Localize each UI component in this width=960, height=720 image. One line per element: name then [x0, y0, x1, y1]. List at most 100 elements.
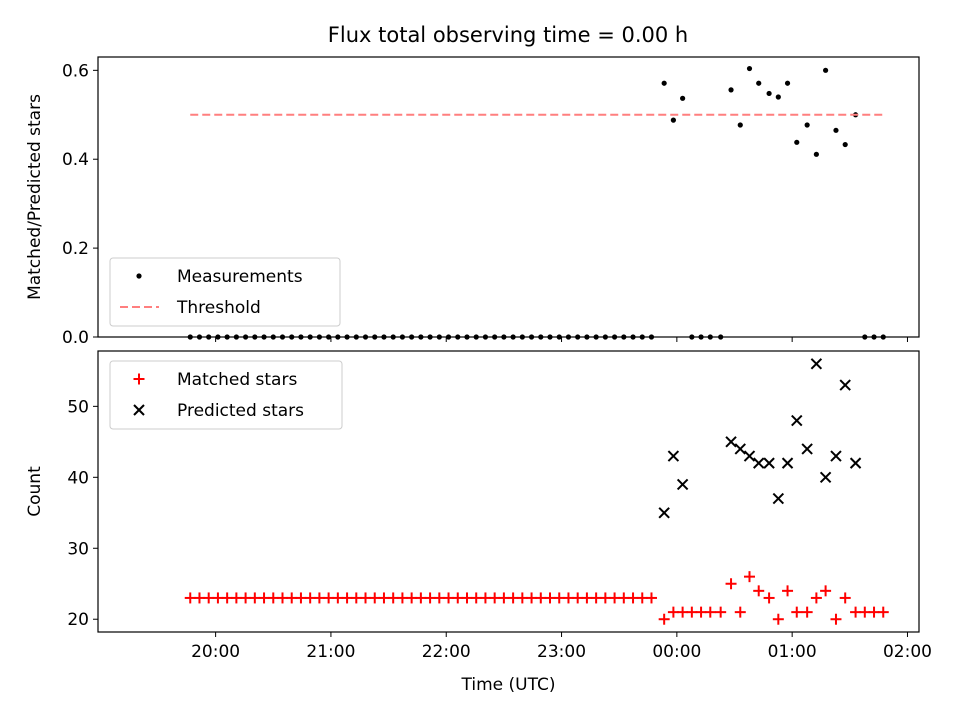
- legend-swatch-b: [133, 404, 145, 416]
- data-point: [196, 334, 203, 340]
- data-point: [276, 592, 288, 604]
- data-point: [599, 592, 611, 604]
- data-point: [868, 606, 880, 618]
- data-point: [519, 334, 525, 340]
- y-tick-label: 0.4: [62, 150, 89, 170]
- data-point: [830, 613, 842, 625]
- data-point: [801, 606, 813, 618]
- data-point: [436, 334, 442, 340]
- data-point: [233, 334, 239, 340]
- data-point: [387, 592, 399, 604]
- data-point: [556, 334, 562, 340]
- data-point: [810, 358, 823, 370]
- data-point: [489, 592, 501, 604]
- legend-swatch: [133, 404, 145, 416]
- data-point: [427, 334, 433, 340]
- data-point: [590, 592, 602, 604]
- data-point: [611, 334, 618, 340]
- data-point: [627, 592, 639, 604]
- data-point: [242, 334, 249, 340]
- data-point: [822, 67, 829, 73]
- x-tick-label: 21:00: [306, 642, 355, 662]
- data-point: [470, 592, 482, 604]
- data-point: [409, 334, 415, 340]
- data-point: [686, 606, 698, 618]
- data-point: [230, 592, 242, 604]
- x-tick-label: 00:00: [652, 642, 701, 662]
- data-point: [498, 592, 510, 604]
- data-point: [621, 334, 627, 340]
- data-point: [734, 606, 746, 618]
- data-point: [839, 379, 851, 391]
- data-point-b: [772, 492, 785, 505]
- data-point: [479, 592, 491, 604]
- data-point: [810, 592, 822, 604]
- data-point: [689, 334, 695, 340]
- data-point: [224, 334, 230, 340]
- y-tick-label: 0.2: [62, 239, 89, 259]
- data-point: [399, 334, 406, 340]
- data-point: [763, 592, 775, 604]
- data-point: [648, 334, 655, 340]
- data-point: [753, 457, 765, 469]
- data-point: [639, 334, 645, 340]
- data-point: [473, 334, 479, 340]
- data-point: [830, 450, 842, 462]
- data-point: [396, 592, 408, 604]
- data-point: [584, 334, 590, 340]
- data-point: [813, 151, 819, 157]
- data-point: [547, 334, 553, 340]
- data-point: [804, 122, 810, 128]
- data-point: [443, 592, 455, 604]
- data-point: [501, 334, 507, 340]
- legend-box: [109, 360, 343, 430]
- data-point: [193, 592, 205, 604]
- legend-label: Predicted stars: [177, 401, 304, 421]
- data-point: [820, 585, 832, 597]
- data-point: [618, 592, 630, 604]
- figure-title: Flux total observing time = 0.00 h: [328, 23, 688, 47]
- data-point: [362, 334, 369, 340]
- data-point: [794, 139, 800, 145]
- ratio-panel: 0.0 0.2 0.4 0.6 Matched/Predicted stars Measu…: [25, 56, 920, 348]
- data-point: [510, 334, 516, 340]
- y-tick-label: 20: [67, 610, 89, 630]
- y-tick-label: 50: [67, 397, 89, 417]
- data-point: [718, 334, 724, 340]
- data-point: [756, 80, 762, 86]
- data-point: [298, 334, 304, 340]
- data-point: [734, 443, 746, 455]
- data-point: [378, 592, 390, 604]
- legend-swatch: [136, 273, 142, 279]
- data-point: [369, 592, 381, 604]
- data-point: [289, 334, 295, 340]
- data-point-b: [725, 436, 737, 448]
- data-point-b: [743, 450, 756, 462]
- data-point: [492, 334, 498, 340]
- data-point: [424, 592, 436, 604]
- data-point: [667, 450, 680, 462]
- data-point: [332, 592, 344, 604]
- data-point: [680, 95, 686, 101]
- data-point: [538, 334, 544, 340]
- data-point-b: [839, 379, 851, 391]
- data-point: [516, 592, 528, 604]
- data-point: [350, 592, 362, 604]
- data-point: [645, 592, 657, 604]
- data-point: [535, 592, 547, 604]
- data-point: [763, 457, 775, 469]
- data-point: [418, 334, 424, 340]
- data-point: [249, 592, 261, 604]
- data-point: [445, 334, 452, 340]
- data-point: [661, 80, 667, 86]
- data-point: [562, 592, 574, 604]
- data-point: [753, 585, 765, 597]
- data-point: [572, 592, 584, 604]
- data-point: [258, 592, 270, 604]
- x-tick-label: 23:00: [537, 642, 586, 662]
- data-point: [737, 122, 743, 128]
- legend-label: Matched stars: [177, 370, 297, 390]
- data-point-b: [753, 457, 765, 469]
- data-point: [658, 507, 670, 519]
- data-point: [307, 334, 313, 340]
